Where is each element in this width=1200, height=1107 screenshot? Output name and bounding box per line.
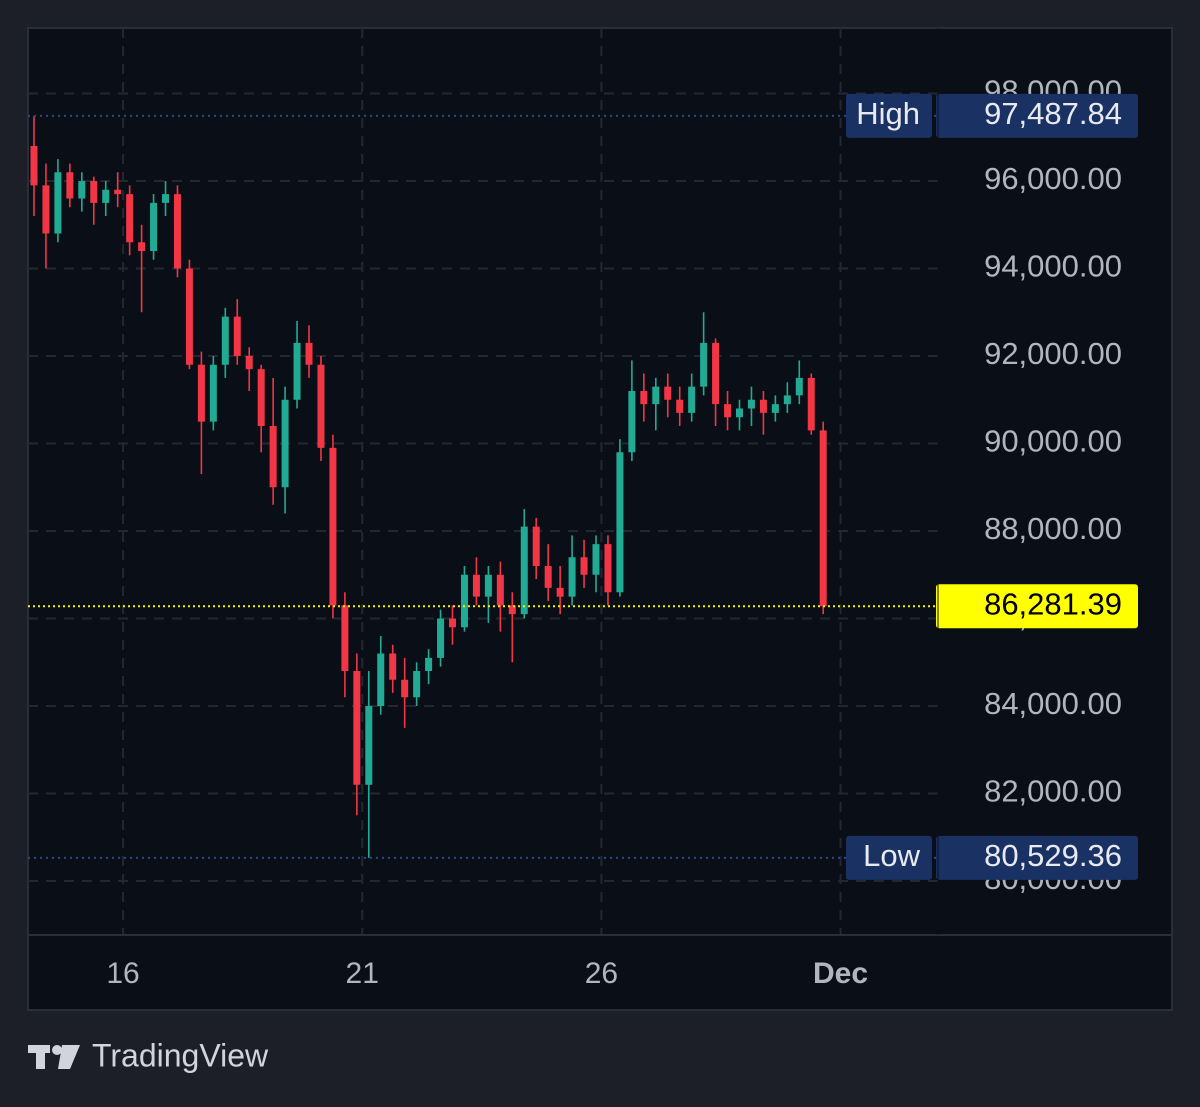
candle-body xyxy=(520,526,528,615)
candle-body xyxy=(484,574,492,597)
candle-body xyxy=(724,404,732,418)
candle-body xyxy=(257,369,265,427)
candle-body xyxy=(162,194,170,203)
x-tick-label: 16 xyxy=(106,957,139,990)
candle-body xyxy=(377,653,385,707)
candle-body xyxy=(150,202,158,251)
candle-body xyxy=(640,391,648,405)
candle-body xyxy=(221,316,229,365)
candle-body xyxy=(317,364,325,448)
candle-body xyxy=(209,364,217,422)
overlay: High 97,487.84 Low 80,529.36 86,281.39 xyxy=(28,93,1138,880)
brand-name: TradingView xyxy=(92,1037,269,1073)
candle-body xyxy=(688,386,696,413)
marker-value: 80,529.36 xyxy=(984,838,1122,873)
last-price-label: 86,281.39 xyxy=(984,586,1122,621)
last-price-box xyxy=(936,584,1138,629)
candle-body xyxy=(66,172,74,199)
candle-body xyxy=(664,386,672,400)
candle-body xyxy=(389,653,397,680)
brand-logo xyxy=(28,1045,80,1069)
candle-body xyxy=(329,447,337,606)
candle-body xyxy=(90,180,98,203)
candle-body xyxy=(437,618,445,658)
y-tick-label: 84,000.00 xyxy=(984,686,1122,721)
candle-body xyxy=(30,145,38,186)
candle-body xyxy=(42,185,50,234)
y-tick-label: 96,000.00 xyxy=(984,161,1122,196)
candle-body xyxy=(544,566,552,588)
candle-body xyxy=(114,189,122,195)
logo-dot xyxy=(52,1045,62,1055)
candle-body xyxy=(783,395,791,405)
x-tick-label: 21 xyxy=(346,957,379,990)
candle-body xyxy=(568,557,576,597)
candle-body xyxy=(233,316,241,357)
candle-body xyxy=(652,386,660,405)
candle-body xyxy=(628,391,636,453)
candle-body xyxy=(401,679,409,698)
y-tick-label: 92,000.00 xyxy=(984,336,1122,371)
candle-body xyxy=(556,587,564,597)
candle-body xyxy=(449,618,457,628)
candle-body xyxy=(580,557,588,575)
candle-body xyxy=(532,526,540,567)
x-tick-label: 26 xyxy=(585,957,618,990)
y-tick-label: 90,000.00 xyxy=(984,424,1122,459)
candle-body xyxy=(771,404,779,413)
marker-label: Low xyxy=(863,838,920,873)
candle-body xyxy=(712,342,720,405)
candle-body xyxy=(341,605,349,672)
y-tick-label: 82,000.00 xyxy=(984,774,1122,809)
candle-body xyxy=(78,180,86,199)
candle-body xyxy=(616,452,624,593)
x-tick-label: Dec xyxy=(813,957,868,990)
marker-value: 97,487.84 xyxy=(984,96,1122,131)
marker-label-box xyxy=(846,835,932,880)
marker-value-box xyxy=(936,93,1138,138)
marker-value-box xyxy=(936,835,1138,880)
candle-body xyxy=(365,706,373,785)
candle-body xyxy=(353,671,361,785)
candle-body xyxy=(700,342,708,387)
candle-body xyxy=(759,399,767,413)
candle-body xyxy=(460,574,468,628)
candle-body xyxy=(819,430,827,607)
candle-body xyxy=(185,268,193,365)
candle-body xyxy=(245,356,253,370)
candle-body xyxy=(747,399,755,409)
candle-body xyxy=(138,242,146,251)
candles xyxy=(30,115,827,858)
candle-body xyxy=(472,574,480,597)
marker-label-box xyxy=(846,93,932,138)
candle-body xyxy=(269,426,277,488)
candle-body xyxy=(508,605,516,615)
candle-body xyxy=(173,194,181,269)
candle-body xyxy=(425,657,433,672)
candle-body xyxy=(795,377,803,396)
candle-body xyxy=(676,399,684,413)
y-tick-label: 94,000.00 xyxy=(984,249,1122,284)
logo-stem xyxy=(36,1045,45,1069)
logo-wedge xyxy=(58,1045,80,1069)
candle-body xyxy=(197,364,205,422)
candle-body xyxy=(592,544,600,575)
marker-label: High xyxy=(856,96,920,131)
candle-body xyxy=(102,189,110,203)
candle-body xyxy=(305,342,313,365)
y-tick-label: 88,000.00 xyxy=(984,511,1122,546)
candle-body xyxy=(735,408,743,418)
candle-body xyxy=(413,671,421,698)
candle-body xyxy=(496,574,504,606)
candle-body xyxy=(126,194,134,243)
candle-body xyxy=(807,377,815,431)
candle-body xyxy=(604,544,612,593)
candle-body xyxy=(54,172,62,234)
candle-body xyxy=(293,342,301,400)
candle-body xyxy=(281,399,289,488)
